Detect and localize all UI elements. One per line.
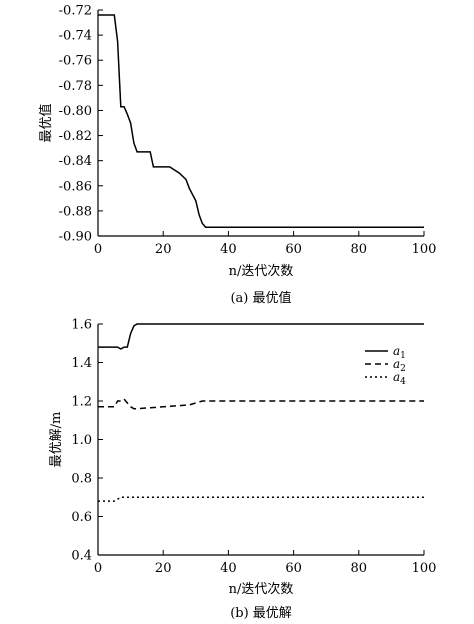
panel-b-caption: (b) 最优解 xyxy=(230,606,292,621)
panel-b-series-line-2 xyxy=(98,398,424,410)
panel-a-y-tick-label: -0.80 xyxy=(59,104,92,119)
panel-b-x-tick-label: 100 xyxy=(412,561,437,576)
panel-b: 0 20 40 60 80 1000.40.60.81.01.21.41.6a1a2a4n… xyxy=(49,318,436,622)
panel-b-y-tick-label: 0.6 xyxy=(71,510,92,525)
panel-b-legend-subscript: 2 xyxy=(400,364,406,374)
panel-b-y-tick-label: 0.8 xyxy=(71,472,92,487)
panel-b-y-tick-label: 1.6 xyxy=(71,318,92,333)
panel-b-series-line-1 xyxy=(98,323,424,350)
panel-a-series-line-1 xyxy=(98,14,424,228)
panel-a-y-tick-label: -0.88 xyxy=(59,204,92,219)
panel-b-y-tick-label: 1.0 xyxy=(71,433,92,448)
panel-a-y-tick-label: -0.84 xyxy=(59,154,92,169)
panel-a-x-axis-title: n/迭代次数 xyxy=(229,263,294,279)
panel-b-legend-subscript: 1 xyxy=(400,351,406,361)
panel-a-x-tick-label: 0 xyxy=(94,242,102,257)
panel-a-x-tick-label: 60 xyxy=(285,242,302,257)
panel-b-x-axis-title: n/迭代次数 xyxy=(229,581,294,597)
panel-b-legend-subscript: 4 xyxy=(400,377,406,387)
panel-a-y-tick-label: -0.76 xyxy=(59,54,92,69)
panel-b-x-tick-label: 40 xyxy=(220,561,237,576)
panel-a-x-tick-label: 40 xyxy=(220,242,237,257)
panel-b-y-axis-title: 最优解/m xyxy=(49,412,64,468)
panel-b-x-tick-label: 20 xyxy=(155,561,172,576)
panel-b-y-tick-label: 0.4 xyxy=(71,549,92,564)
panel-b-x-tick-label: 60 xyxy=(285,561,302,576)
panel-a-x-tick-label: 80 xyxy=(351,242,368,257)
panel-a-y-axis-title: 最优值 xyxy=(38,103,54,142)
panel-a-x-tick-label: 20 xyxy=(155,242,172,257)
panel-b-series-line-3 xyxy=(98,496,424,502)
panel-a-y-tick-label: -0.86 xyxy=(59,179,92,194)
panel-a-y-tick-label: -0.82 xyxy=(59,129,92,144)
panel-a-y-tick-label: -0.90 xyxy=(59,230,92,245)
panel-a: 0 20 40 60 80 100 -0.72 -0.74 -0.76 -0.78 -0.80 -0.… xyxy=(38,4,436,307)
panel-b-x-tick-label: 80 xyxy=(351,561,368,576)
panel-b-y-tick-label: 1.4 xyxy=(71,356,92,371)
panel-a-caption: (a) 最优值 xyxy=(230,290,291,306)
panel-a-y-tick-label: -0.78 xyxy=(59,79,92,94)
panel-a-y-tick-label: -0.72 xyxy=(59,4,92,19)
panel-b-x-tick-label: 0 xyxy=(94,561,102,576)
panel-a-x-tick-label: 100 xyxy=(412,242,437,257)
panel-b-y-tick-label: 1.2 xyxy=(71,395,92,410)
panel-a-y-tick-label: -0.74 xyxy=(59,29,92,44)
